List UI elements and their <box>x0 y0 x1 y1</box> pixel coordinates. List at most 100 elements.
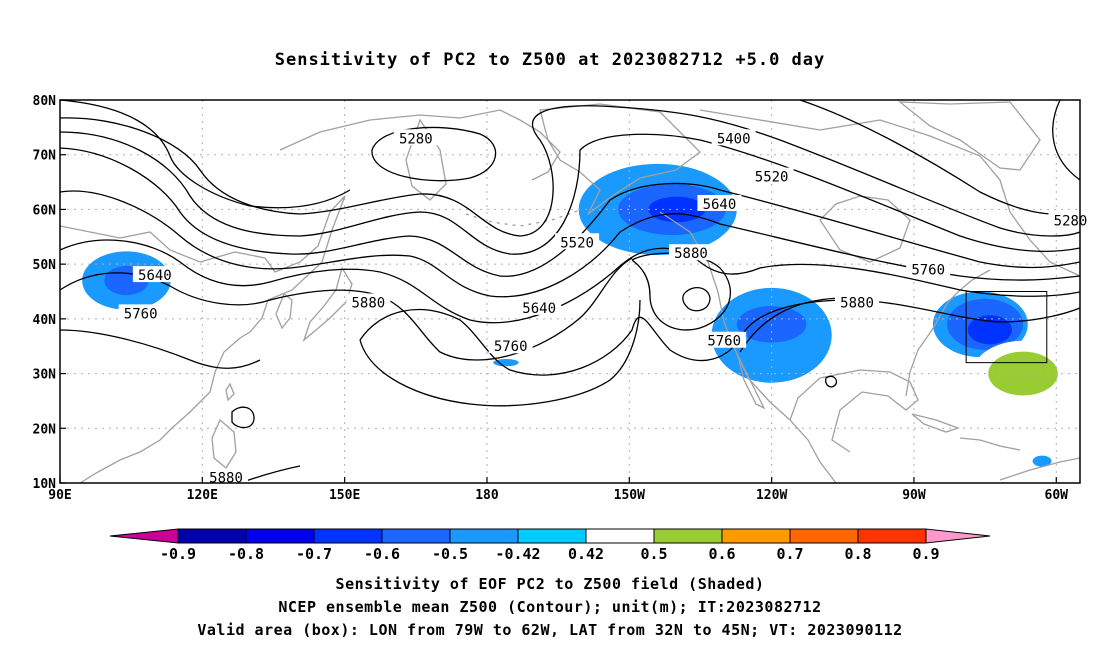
baja-coastline <box>737 355 766 410</box>
contour-label: 5520 <box>560 235 594 251</box>
contour-label-bg <box>346 293 391 310</box>
contour-label: 5760 <box>124 306 158 322</box>
contour-label-bg <box>711 129 756 146</box>
contour-label: 5880 <box>209 471 243 487</box>
colorbar-level-label: -0.42 <box>495 545 540 563</box>
asia-coastline <box>60 195 346 483</box>
colorbar-arrow-left <box>109 528 179 544</box>
contour-5880-trough <box>359 299 641 407</box>
colorbar-level-label: 0.42 <box>568 545 604 563</box>
colorbar-level-label: -0.7 <box>296 545 332 563</box>
colorbar-level-label: 0.8 <box>844 545 871 563</box>
lat-tick-label: 70N <box>33 149 57 164</box>
shaded-area <box>1057 404 1080 442</box>
colorbar-level-label: 0.6 <box>708 545 735 563</box>
contour-label-bg <box>488 337 533 354</box>
contour-label-bg <box>697 194 742 211</box>
lon-tick-label: 60W <box>1045 488 1069 503</box>
lat-tick-label: 40N <box>33 313 57 328</box>
lon-tick-label: 180 <box>475 488 499 503</box>
shaded-area <box>1032 455 1052 467</box>
caption-shading: Sensitivity of EOF PC2 to Z500 field (Sh… <box>335 575 765 593</box>
contour-label: 5280 <box>1054 213 1088 229</box>
z500-contours <box>60 100 1080 483</box>
lat-tick-label: 20N <box>33 422 57 437</box>
colorbar-box <box>313 528 383 544</box>
contour-5760-main <box>359 299 1080 376</box>
map-frame <box>59 99 1081 484</box>
kamchatka-coastline <box>405 118 447 201</box>
alaska-coastline <box>539 103 701 215</box>
caption-contour: NCEP ensemble mean Z500 (Contour); unit(… <box>278 598 822 616</box>
gulf-coastline <box>789 369 919 453</box>
lat-tick-label: 30N <box>33 368 57 383</box>
lon-tick-label: 90E <box>48 488 71 503</box>
contour-label: 5760 <box>911 263 945 279</box>
colorbar-box <box>245 528 315 544</box>
caption-valid-area: Valid area (box): LON from 79W to 62W, L… <box>197 621 903 639</box>
contour-5280-b <box>60 100 351 209</box>
contour-5880-small <box>682 287 711 312</box>
contour-label-bg <box>555 233 600 250</box>
siberia-coastline <box>279 109 561 181</box>
colorbar-box <box>653 528 723 544</box>
lon-tick-label: 120W <box>756 488 787 503</box>
contour-label: 5280 <box>399 131 433 147</box>
colorbar-level-label: 0.7 <box>776 545 803 563</box>
contour-label-bg <box>835 293 880 310</box>
contour-line-b <box>60 131 1080 255</box>
contour-small-ring-2 <box>825 375 838 388</box>
contour-label-bg <box>132 266 177 283</box>
contour-label-bg <box>393 129 438 146</box>
contour-5280-closed <box>371 126 497 182</box>
graticule <box>60 100 1080 483</box>
colorbar-level-label: 0.5 <box>640 545 667 563</box>
shaded-area <box>850 134 921 153</box>
contour-small-ring <box>231 406 255 429</box>
colorbar-level-label: -0.8 <box>228 545 264 563</box>
contour-label-bg <box>1048 211 1093 228</box>
colorbar-box <box>857 528 927 544</box>
contour-label-bg <box>906 260 951 277</box>
contour-label: 5880 <box>840 295 874 311</box>
colorbar-box <box>449 528 519 544</box>
contour-5880-east <box>739 297 841 353</box>
taiwan-coastline <box>225 382 235 402</box>
contour-label-bg <box>204 468 249 485</box>
colorbar-level-label: -0.6 <box>364 545 400 563</box>
contour-label: 5640 <box>138 268 172 284</box>
contour-east-top <box>1052 100 1080 181</box>
shaded-area <box>224 408 276 460</box>
contour-line-d <box>60 190 1080 298</box>
colorbar: -0.9 -0.8 -0.7 -0.6 -0.5 -0.42 0.42 0.5 0.6 0.7 0.… <box>109 528 991 563</box>
contour-label: 5520 <box>755 170 789 186</box>
colorbar-box <box>585 528 655 544</box>
contour-label: 5640 <box>703 197 737 213</box>
shaded-area <box>493 358 519 367</box>
colorbar-level-label: -0.9 <box>160 545 196 563</box>
japan-coastline <box>302 266 353 342</box>
contour-5280-east <box>799 100 1080 215</box>
cuba-coastline <box>911 413 960 433</box>
colorbar-box <box>789 528 859 544</box>
contour-label-bg <box>118 304 163 321</box>
contour-label: 5760 <box>707 334 741 350</box>
colorbar-level-label: -0.5 <box>432 545 468 563</box>
shaded-area <box>967 315 1012 345</box>
contour-label-bg <box>702 331 747 348</box>
shaded-area <box>60 116 70 128</box>
lat-tick-label: 10N <box>33 477 57 492</box>
lat-tick-label: 60N <box>33 203 57 218</box>
contour-label-bg <box>749 167 794 184</box>
contour-labels: 5280 5400 5520 5640 5520 5880 5640 5640 5760 5880… <box>118 129 1093 487</box>
us-east-coastline <box>905 269 991 397</box>
contour-western-5880 <box>60 329 261 369</box>
contour-label: 5880 <box>674 246 708 262</box>
south-america-coastline <box>999 457 1080 481</box>
contour-line-c <box>60 147 1080 277</box>
philippines-coastline <box>211 418 237 469</box>
colorbar-level-label: 0.9 <box>912 545 939 563</box>
lat-tick-label: 80N <box>33 94 57 109</box>
colorbar-box <box>177 528 247 544</box>
